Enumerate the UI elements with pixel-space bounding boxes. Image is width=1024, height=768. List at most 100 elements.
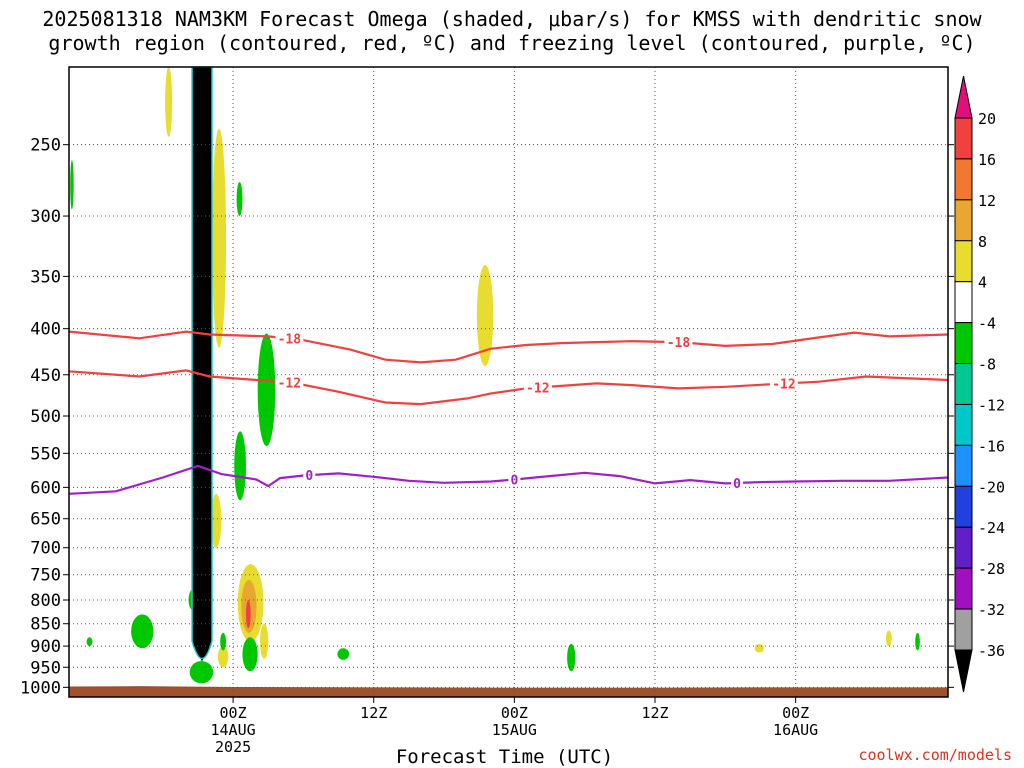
y-tick-label-500: 500	[30, 407, 61, 427]
y-tick-label-400: 400	[30, 320, 61, 340]
colorbar-tick-label-5: -4	[978, 315, 996, 333]
colorbar-tick-label-7: -12	[978, 396, 1005, 414]
y-tick-label-800: 800	[30, 591, 61, 611]
contour-line-0	[68, 464, 949, 495]
y-tick-label-600: 600	[30, 478, 61, 498]
contour-line--18	[68, 330, 949, 364]
contour-label-bg	[664, 335, 693, 350]
y-tick-label-350: 350	[30, 267, 61, 287]
contour-label-bg	[303, 468, 316, 483]
terrain-below-ground	[69, 686, 948, 697]
omega-region-13	[234, 431, 246, 501]
colorbar-bin-12	[954, 608, 973, 651]
contour-label-0-1: 0	[510, 473, 518, 488]
contour-label--12-1: -12	[526, 382, 549, 397]
x-tick-label-0: 00Z	[220, 704, 247, 722]
y-tick-label-300: 300	[30, 207, 61, 227]
colorbar-bin-1	[954, 158, 973, 201]
colorbar-bin-7	[954, 403, 973, 446]
y-tick-label-650: 650	[30, 510, 61, 530]
colorbar-tick-label-10: -24	[978, 519, 1005, 537]
omega-region-15	[70, 160, 74, 210]
colorbar-tick-label-6: -8	[978, 356, 996, 374]
colorbar-tick-label-1: 16	[978, 151, 996, 169]
plot-frame	[68, 66, 949, 698]
colorbar-bin-2	[954, 199, 973, 242]
x-tick-label-24: 00Z	[501, 704, 528, 722]
omega-region-8	[260, 623, 269, 659]
contour-line--12	[68, 369, 949, 406]
colorbar-tick-label-0: 20	[978, 110, 996, 128]
contour-label-0-2: 0	[733, 477, 741, 492]
colorbar-tick-label-9: -20	[978, 478, 1005, 496]
contour-label-bg	[275, 331, 304, 346]
site-credit: coolwx.com/models	[858, 746, 1012, 764]
colorbar-bin-5	[954, 322, 973, 365]
contour-label--12-2: -12	[772, 378, 795, 393]
colorbar-bin-10	[954, 526, 973, 569]
x-tick-date-0: 14AUG	[211, 721, 256, 739]
colorbar-bin-8	[954, 444, 973, 487]
y-tick-label-950: 950	[30, 658, 61, 678]
x-axis-label: Forecast Time (UTC)	[396, 746, 613, 768]
y-tick-label-700: 700	[30, 539, 61, 559]
y-tick-label-750: 750	[30, 566, 61, 586]
contour-label-bg	[769, 376, 798, 391]
colorbar-tick-label-8: -16	[978, 437, 1005, 455]
colorbar-tick-label-4: 4	[978, 274, 987, 292]
colorbar-bin-3	[954, 240, 973, 283]
omega-region-9	[217, 646, 229, 668]
x-tick-date-24: 15AUG	[492, 721, 537, 739]
y-tick-label-900: 900	[30, 637, 61, 657]
x-tick-label-12: 12Z	[360, 704, 387, 722]
y-tick-label-450: 450	[30, 366, 61, 386]
omega-region-17	[242, 637, 258, 672]
colorbar-bottom-arrow	[954, 649, 973, 693]
colorbar-tick-label-2: 12	[978, 192, 996, 210]
contour-label--18-1: -18	[667, 336, 691, 351]
colorbar-tick-label-12: -32	[978, 601, 1005, 619]
omega-region-24	[915, 632, 920, 651]
contour-label-bg	[731, 476, 744, 491]
omega-region-3	[210, 493, 222, 548]
omega-region-12	[257, 333, 276, 447]
contour-label-bg	[508, 472, 521, 487]
colorbar-bin-0	[954, 117, 973, 160]
omega-region-20	[220, 632, 227, 651]
y-tick-label-250: 250	[30, 136, 61, 156]
omega-region-7	[245, 599, 251, 629]
omega-region-1	[211, 128, 227, 348]
omega-region-11	[885, 630, 892, 647]
contour-label--12-0: -12	[278, 376, 301, 391]
chart-title-line-2: growth region (contoured, red, ºC) and f…	[48, 31, 976, 55]
omega-region-23	[567, 643, 576, 672]
x-tick-year-0: 2025	[215, 738, 251, 756]
omega-strong-ascent-column	[191, 66, 213, 660]
colorbar-bin-6	[954, 363, 973, 405]
colorbar-bin-11	[954, 567, 973, 610]
omega-region-16	[131, 614, 154, 649]
colorbar-bin-4	[954, 281, 973, 324]
x-tick-label-36: 12Z	[641, 704, 668, 722]
omega-region-4	[476, 265, 494, 366]
x-tick-date-48: 16AUG	[773, 721, 818, 739]
colorbar-bin-9	[954, 485, 973, 528]
contour-label-0-0: 0	[305, 469, 313, 484]
colorbar-tick-label-13: -36	[978, 642, 1005, 660]
omega-region-2	[165, 67, 173, 137]
contour-label-bg	[275, 375, 304, 390]
y-tick-label-550: 550	[30, 444, 61, 464]
omega-region-10	[754, 643, 764, 653]
colorbar-tick-label-3: 8	[978, 233, 987, 251]
y-tick-label-1000: 1000	[20, 678, 61, 698]
contour-label-bg	[523, 380, 552, 395]
omega-region-21	[86, 637, 93, 647]
omega-region-19	[189, 661, 214, 684]
omega-region-22	[337, 648, 350, 660]
omega-region-14	[236, 181, 243, 217]
y-tick-label-850: 850	[30, 615, 61, 635]
colorbar-tick-label-11: -28	[978, 560, 1005, 578]
contour-label--18-0: -18	[278, 333, 302, 348]
colorbar-top-arrow	[954, 75, 973, 119]
